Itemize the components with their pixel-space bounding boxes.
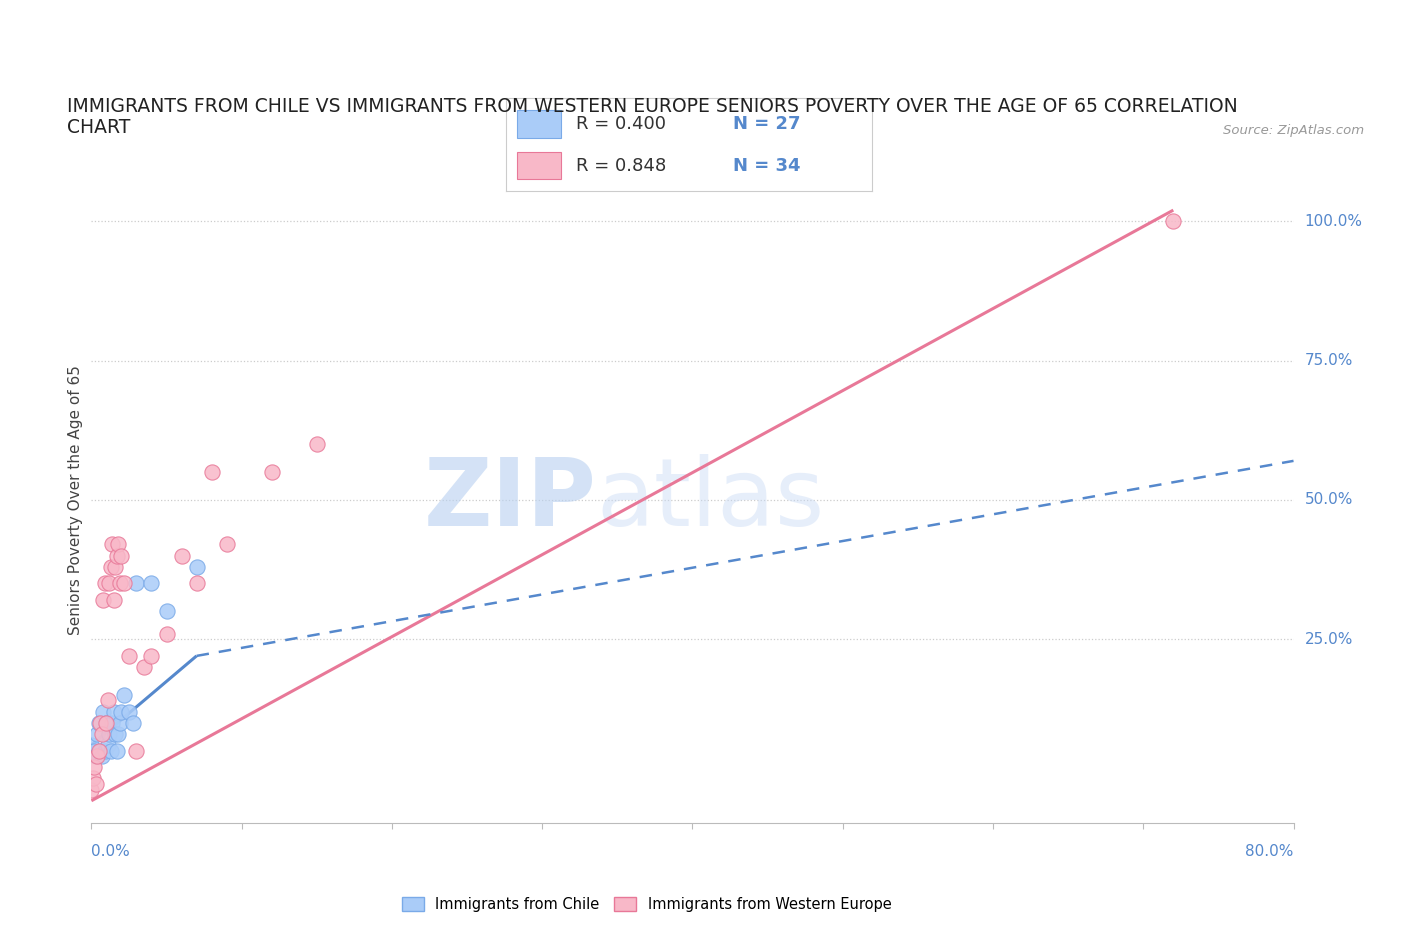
Text: 0.0%: 0.0% [91, 844, 131, 859]
Text: atlas: atlas [596, 454, 824, 546]
Point [100, 743, 122, 758]
Point [83, 743, 105, 758]
Text: R = 0.848: R = 0.848 [575, 156, 666, 175]
Point [107, 537, 129, 551]
Point [132, 659, 155, 674]
Point [260, 465, 283, 480]
Legend: Immigrants from Chile, Immigrants from Western Europe: Immigrants from Chile, Immigrants from W… [396, 891, 897, 918]
Text: 75.0%: 75.0% [1305, 353, 1353, 368]
Text: 100.0%: 100.0% [1305, 214, 1362, 229]
Point [80, 737, 103, 752]
Point [114, 576, 136, 591]
Text: IMMIGRANTS FROM CHILE VS IMMIGRANTS FROM WESTERN EUROPE SENIORS POVERTY OVER THE: IMMIGRANTS FROM CHILE VS IMMIGRANTS FROM… [67, 98, 1239, 116]
Point [186, 576, 208, 591]
Point [122, 715, 145, 730]
Text: R = 0.400: R = 0.400 [575, 114, 665, 133]
Point [118, 704, 141, 719]
Point [100, 559, 122, 574]
Point [1161, 214, 1184, 229]
Point [141, 576, 163, 591]
Point [98, 576, 121, 591]
Point [170, 548, 193, 563]
Point [155, 626, 177, 641]
Point [104, 559, 127, 574]
Point [94, 743, 117, 758]
Text: CHART: CHART [67, 118, 131, 137]
Point [104, 726, 127, 741]
Point [98, 726, 121, 741]
Point [101, 715, 124, 730]
Point [87, 743, 110, 758]
Point [201, 465, 224, 480]
Point [108, 576, 131, 591]
Text: N = 27: N = 27 [733, 114, 800, 133]
Point [89, 715, 111, 730]
Point [110, 704, 132, 719]
Point [86, 749, 108, 764]
Point [103, 592, 125, 607]
FancyBboxPatch shape [517, 110, 561, 138]
Point [96, 715, 118, 730]
Point [84, 749, 107, 764]
Point [186, 559, 208, 574]
Y-axis label: Seniors Poverty Over the Age of 65: Seniors Poverty Over the Age of 65 [67, 365, 83, 635]
Point [94, 576, 117, 591]
Point [89, 743, 111, 758]
Point [107, 726, 129, 741]
Point [87, 715, 110, 730]
Point [125, 576, 148, 591]
Point [118, 648, 141, 663]
Point [125, 743, 148, 758]
Point [97, 737, 120, 752]
Text: 80.0%: 80.0% [1246, 844, 1294, 859]
Text: ZIP: ZIP [423, 454, 596, 546]
Point [215, 537, 238, 551]
Point [110, 548, 132, 563]
Point [93, 704, 115, 719]
Point [93, 592, 115, 607]
Point [90, 726, 112, 741]
Point [155, 604, 177, 618]
Point [80, 782, 103, 797]
Point [97, 693, 120, 708]
Point [90, 749, 112, 764]
Point [86, 726, 108, 741]
Text: Source: ZipAtlas.com: Source: ZipAtlas.com [1223, 124, 1364, 137]
Point [96, 715, 118, 730]
Point [84, 777, 107, 791]
Point [141, 648, 163, 663]
Point [105, 743, 128, 758]
FancyBboxPatch shape [517, 152, 561, 179]
Point [101, 537, 124, 551]
Text: N = 34: N = 34 [733, 156, 800, 175]
Text: 50.0%: 50.0% [1305, 492, 1353, 508]
Point [83, 760, 105, 775]
Point [105, 548, 128, 563]
Point [103, 704, 125, 719]
Point [305, 437, 328, 452]
Point [114, 687, 136, 702]
Point [82, 771, 104, 786]
Text: 25.0%: 25.0% [1305, 631, 1353, 646]
Point [108, 715, 131, 730]
